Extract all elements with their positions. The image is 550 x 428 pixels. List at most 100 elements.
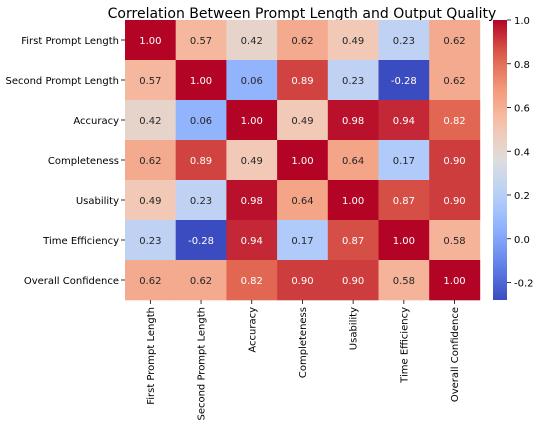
heatmap-cell-r2-c4 bbox=[327, 100, 379, 141]
heatmap-cell-r5-c3 bbox=[277, 220, 329, 261]
cell-value-label-r2-c2: 1.00 bbox=[241, 116, 263, 127]
cell-value-label-r0-c5: 0.23 bbox=[393, 36, 415, 47]
cell-value-label-r2-c6: 0.82 bbox=[443, 116, 465, 127]
cell-value-label-r1-c2: 0.06 bbox=[241, 76, 263, 87]
cell-value-label-r1-c0: 0.57 bbox=[139, 76, 161, 87]
heatmap-cell-r2-c6 bbox=[429, 100, 481, 141]
cell-value-label-r0-c0: 1.00 bbox=[139, 36, 161, 47]
colorbar-tick-label: -0.2 bbox=[514, 279, 534, 290]
row-tick-label: First Prompt Length bbox=[21, 36, 119, 47]
heatmap-cell-r1-c4 bbox=[327, 60, 379, 101]
heatmap-cell-r1-c6 bbox=[429, 60, 481, 101]
cell-value-label-r2-c3: 0.49 bbox=[291, 116, 313, 127]
column-tick-label: Overall Confidence bbox=[450, 307, 461, 402]
cell-value-label-r1-c3: 0.89 bbox=[291, 76, 313, 87]
heatmap-cell-r4-c2 bbox=[226, 180, 278, 221]
heatmap-cell-r3-c3 bbox=[277, 140, 329, 181]
heatmap-cell-r6-c1 bbox=[175, 260, 227, 301]
heatmap-cell-r4-c4 bbox=[327, 180, 379, 221]
heatmap-cell-r5-c4 bbox=[327, 220, 379, 261]
colorbar-tick-label: 0.4 bbox=[514, 147, 530, 158]
cell-value-label-r4-c2: 0.98 bbox=[241, 196, 263, 207]
column-tick-label: First Prompt Length bbox=[146, 307, 157, 405]
heatmap-cell-r3-c5 bbox=[378, 140, 430, 181]
heatmap-cell-r0-c0 bbox=[125, 20, 176, 61]
heatmap-cell-r6-c3 bbox=[277, 260, 329, 301]
cell-value-label-r5-c3: 0.17 bbox=[291, 236, 313, 247]
cell-value-label-r4-c3: 0.64 bbox=[291, 196, 313, 207]
heatmap-cell-r3-c0 bbox=[125, 140, 176, 181]
cell-value-label-r0-c4: 0.49 bbox=[342, 36, 364, 47]
cell-value-label-r4-c4: 1.00 bbox=[342, 196, 364, 207]
cell-value-label-r5-c6: 0.58 bbox=[443, 236, 465, 247]
cell-value-label-r3-c4: 0.64 bbox=[342, 156, 364, 167]
heatmap-cell-r2-c2 bbox=[226, 100, 278, 141]
heatmap-cell-r0-c3 bbox=[277, 20, 329, 61]
colorbar-tick-label: 0.2 bbox=[514, 191, 530, 202]
heatmap-cell-r1-c5 bbox=[378, 60, 430, 101]
cell-value-label-r3-c3: 1.00 bbox=[291, 156, 313, 167]
heatmap-cell-r0-c6 bbox=[429, 20, 481, 61]
column-tick-labels: First Prompt Length Second Prompt Length A… bbox=[146, 300, 461, 421]
row-tick-label: Completeness bbox=[48, 156, 119, 167]
colorbar-tick-label: 1.0 bbox=[514, 16, 530, 27]
cell-value-label-r6-c4: 0.90 bbox=[342, 276, 364, 287]
heatmap-cell-r1-c3 bbox=[277, 60, 329, 101]
cell-value-label-r2-c1: 0.06 bbox=[190, 116, 212, 127]
row-tick-label: Accuracy bbox=[73, 116, 119, 127]
cell-value-label-r6-c5: 0.58 bbox=[393, 276, 415, 287]
cell-value-label-r6-c3: 0.90 bbox=[291, 276, 313, 287]
cell-value-label-r1-c6: 0.62 bbox=[443, 76, 465, 87]
column-tick-label: Second Prompt Length bbox=[197, 307, 208, 421]
cell-value-label-r3-c6: 0.90 bbox=[443, 156, 465, 167]
colorbar-tick-label: 0.8 bbox=[514, 60, 530, 71]
cell-value-label-r6-c0: 0.62 bbox=[139, 276, 161, 287]
row-tick-label: Second Prompt Length bbox=[5, 76, 119, 87]
heatmap-cell-r6-c2 bbox=[226, 260, 278, 301]
cell-value-label-r3-c5: 0.17 bbox=[393, 156, 415, 167]
heatmap-cell-r2-c0 bbox=[125, 100, 176, 141]
heatmap-cell-r1-c0 bbox=[125, 60, 176, 101]
cell-value-label-r2-c0: 0.42 bbox=[139, 116, 161, 127]
cell-value-label-r1-c1: 1.00 bbox=[190, 76, 212, 87]
cell-value-label-r0-c2: 0.42 bbox=[241, 36, 263, 47]
cell-value-label-r5-c1: -0.28 bbox=[188, 236, 214, 247]
heatmap-cell-r1-c1 bbox=[175, 60, 227, 101]
row-tick-label: Time Efficiency bbox=[42, 236, 119, 247]
heatmap-cell-r5-c1 bbox=[175, 220, 227, 261]
heatmap-cell-r0-c4 bbox=[327, 20, 379, 61]
row-tick-label: Usability bbox=[76, 196, 119, 207]
cell-value-label-r3-c1: 0.89 bbox=[190, 156, 212, 167]
heatmap-cell-r1-c2 bbox=[226, 60, 278, 101]
column-tick-label: Usability bbox=[349, 307, 360, 350]
cell-value-label-r1-c4: 0.23 bbox=[342, 76, 364, 87]
row-tick-labels: First Prompt Length Second Prompt Length A… bbox=[5, 36, 125, 287]
heatmap-cell-r2-c5 bbox=[378, 100, 430, 141]
cell-value-label-r4-c6: 0.90 bbox=[443, 196, 465, 207]
heatmap-cell-r0-c1 bbox=[175, 20, 227, 61]
heatmap-cell-r2-c3 bbox=[277, 100, 329, 141]
heatmap-cell-r5-c2 bbox=[226, 220, 278, 261]
heatmap-cell-r0-c5 bbox=[378, 20, 430, 61]
heatmap-cell-r3-c1 bbox=[175, 140, 227, 181]
column-tick-label: Completeness bbox=[298, 307, 309, 378]
cell-value-label-r5-c0: 0.23 bbox=[139, 236, 161, 247]
column-tick-label: Accuracy bbox=[247, 307, 258, 353]
heatmap-cells: 1.00 0.57 0.42 0.62 0.49 0.23 0.62 0.57 1.00 0.06… bbox=[125, 20, 481, 301]
colorbar-tick-label: 0.0 bbox=[514, 235, 530, 246]
chart-title: Correlation Between Prompt Length and Ou… bbox=[108, 6, 497, 22]
heatmap-cell-r5-c6 bbox=[429, 220, 481, 261]
heatmap-cell-r3-c4 bbox=[327, 140, 379, 181]
cell-value-label-r3-c0: 0.62 bbox=[139, 156, 161, 167]
colorbar-tick-label: 0.6 bbox=[514, 104, 530, 115]
cell-value-label-r6-c1: 0.62 bbox=[190, 276, 212, 287]
cell-value-label-r4-c0: 0.49 bbox=[139, 196, 161, 207]
cell-value-label-r4-c1: 0.23 bbox=[190, 196, 212, 207]
cell-value-label-r3-c2: 0.49 bbox=[241, 156, 263, 167]
heatmap-cell-r3-c6 bbox=[429, 140, 481, 181]
cell-value-label-r0-c6: 0.62 bbox=[443, 36, 465, 47]
cell-value-label-r1-c5: -0.28 bbox=[391, 76, 417, 87]
cell-value-label-r5-c5: 1.00 bbox=[393, 236, 415, 247]
heatmap-cell-r4-c0 bbox=[125, 180, 176, 221]
